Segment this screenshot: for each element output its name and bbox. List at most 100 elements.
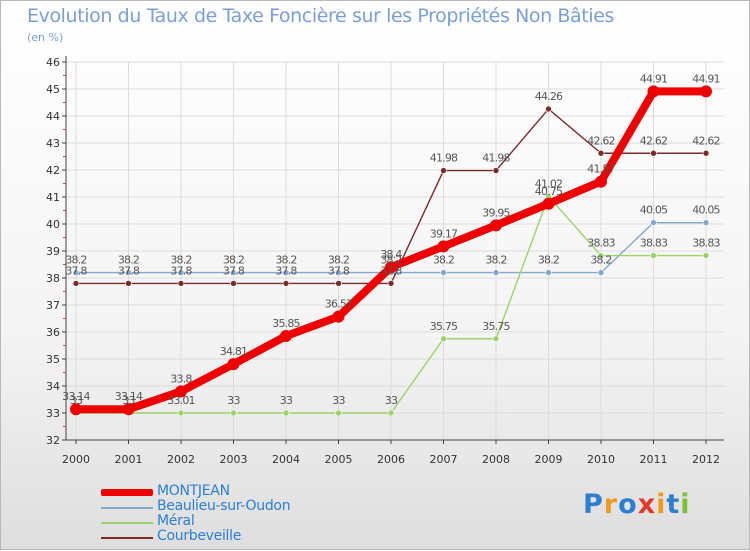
data-label-courbeveille: 37.8 [328,264,350,277]
data-label-beaulieu-sur-oudon: 38.2 [433,254,454,267]
data-label-beaulieu-sur-oudon: 38.2 [590,254,611,267]
legend-swatch-beaulieu [101,507,153,509]
data-label-courbeveille: 42.62 [640,134,668,147]
logo-letter: r [603,489,619,520]
data-label-courbeveille: 41.98 [482,152,510,165]
data-point-courbeveille [492,167,500,174]
data-point-montjean [227,358,240,371]
y-tick-label: 40 [46,218,60,231]
data-label-courbeveille: 42.62 [692,134,720,147]
data-point-courbeveille [177,280,185,287]
data-point-m-ral [282,409,290,417]
data-label-m-ral: 33 [227,394,240,407]
data-point-beaulieu-sur-oudon [702,219,710,226]
data-label-montjean: 33.14 [62,390,90,403]
data-point-beaulieu-sur-oudon [230,269,237,276]
data-point-m-ral [335,409,342,417]
data-label-m-ral: 35.75 [482,320,510,333]
data-point-courbeveille [702,149,710,157]
data-point-beaulieu-sur-oudon [72,269,80,276]
chart-title: Evolution du Taux de Taxe Foncière sur l… [27,5,615,27]
data-point-montjean [437,240,450,253]
y-tick-label: 33 [46,407,60,420]
x-tick-label: 2001 [115,453,143,466]
data-label-beaulieu-sur-oudon: 38.2 [328,254,349,267]
data-point-beaulieu-sur-oudon [440,269,447,276]
data-label-courbeveille: 41.98 [430,152,458,165]
data-label-m-ral: 35.75 [430,320,458,333]
data-label-montjean: 44.91 [692,72,720,85]
data-point-courbeveille [335,280,342,287]
logo-letter: o [618,489,638,520]
data-label-courbeveille: 37.8 [223,264,245,277]
legend-swatch-montjean [101,489,153,496]
data-point-montjean [542,197,555,210]
data-point-courbeveille [282,280,290,287]
data-point-montjean [647,85,660,98]
data-point-m-ral [702,252,710,259]
data-label-m-ral: 33 [332,394,345,407]
legend-swatch-meral [101,522,153,524]
data-label-m-ral: 33 [70,394,83,407]
data-label-montjean: 35.85 [272,317,300,330]
data-point-beaulieu-sur-oudon [492,269,500,276]
logo-letter: i [656,489,667,520]
data-label-beaulieu-sur-oudon: 38.2 [170,254,191,267]
y-tick-label: 46 [46,56,60,69]
data-label-montjean: 34.81 [220,345,248,358]
data-point-courbeveille [545,105,552,113]
logo-letter: x [637,489,657,520]
data-point-montjean [122,403,135,416]
data-label-montjean: 33.8 [170,372,192,385]
data-label-montjean: 44.91 [640,72,668,85]
data-point-m-ral [440,335,447,343]
y-tick-label: 35 [46,353,60,366]
data-label-courbeveille: 37.8 [118,264,140,277]
y-tick-label: 32 [46,434,60,447]
data-point-courbeveille [125,280,132,287]
legend-label-meral: Méral [157,513,195,529]
y-axis-unit: (en %) [27,31,64,44]
data-point-courbeveille [597,149,605,157]
y-tick-label: 42 [46,164,60,177]
data-point-beaulieu-sur-oudon [335,269,342,276]
legend-label-montjean: MONTJEAN [157,483,230,499]
x-tick-label: 2009 [535,453,563,466]
x-tick-label: 2004 [272,453,300,466]
data-label-beaulieu-sur-oudon: 38.2 [65,254,86,267]
data-point-montjean [70,403,82,416]
data-point-montjean [700,85,712,98]
data-point-m-ral [387,409,395,417]
x-tick-label: 2000 [62,453,90,466]
data-point-montjean [595,175,607,188]
data-label-montjean: 36.57 [325,298,353,311]
x-tick-label: 2012 [692,453,720,466]
y-tick-label: 34 [46,380,60,393]
data-label-courbeveille: 37.8 [380,264,402,277]
y-tick-label: 36 [46,326,60,339]
x-tick-label: 2002 [167,453,195,466]
data-point-montjean [175,385,187,398]
data-label-courbeveille: 44.26 [535,90,563,103]
legend-label-beaulieu: Beaulieu-sur-Oudon [157,498,291,514]
data-point-beaulieu-sur-oudon [545,269,552,276]
data-point-m-ral [177,409,185,417]
data-label-beaulieu-sur-oudon: 38.2 [118,254,139,267]
data-label-beaulieu-sur-oudon: 40.05 [640,204,668,217]
data-point-montjean [332,310,345,323]
data-label-m-ral: 33 [280,394,293,407]
data-label-beaulieu-sur-oudon: 38.2 [275,254,296,267]
data-label-courbeveille: 37.8 [170,264,192,277]
data-label-m-ral: 38.83 [587,237,615,250]
data-label-beaulieu-sur-oudon: 38.2 [485,254,506,267]
x-tick-label: 2010 [587,453,615,466]
data-label-montjean: 39.95 [482,206,510,219]
data-label-beaulieu-sur-oudon: 38.2 [380,254,401,267]
data-label-m-ral: 33 [122,394,135,407]
data-point-m-ral [230,409,237,417]
x-tick-label: 2011 [640,453,668,466]
data-label-montjean: 38.4 [380,248,402,261]
x-tick-label: 2008 [482,453,510,466]
